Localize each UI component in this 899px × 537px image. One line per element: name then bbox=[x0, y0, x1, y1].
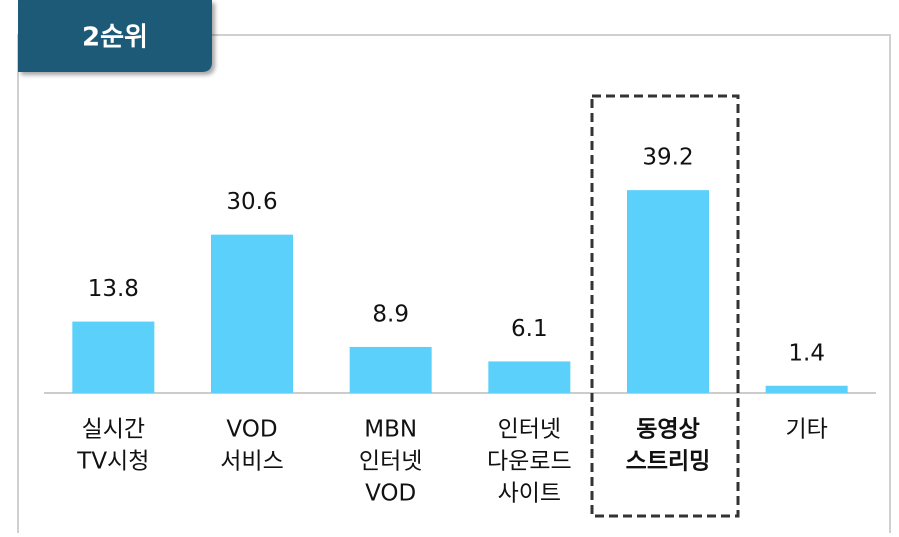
value-label: 6.1 bbox=[511, 316, 548, 342]
bar bbox=[211, 234, 293, 393]
x-tick-label: 동영상 bbox=[636, 417, 699, 443]
bar bbox=[627, 190, 709, 393]
value-label: 1.4 bbox=[788, 340, 825, 366]
x-tick-label: 사이트 bbox=[498, 481, 561, 507]
highlight-box bbox=[590, 94, 740, 518]
bar bbox=[349, 346, 432, 393]
value-label: 30.6 bbox=[226, 189, 277, 215]
x-tick-label: 서비스 bbox=[220, 449, 283, 475]
panel-border bbox=[17, 34, 891, 533]
value-label: 39.2 bbox=[642, 145, 693, 171]
x-tick-label: TV시청 bbox=[76, 449, 149, 475]
x-tick-label: 스트리밍 bbox=[626, 449, 711, 475]
tab bbox=[18, 0, 212, 72]
x-tick-label: VOD bbox=[365, 481, 416, 507]
bar bbox=[488, 361, 571, 393]
bar bbox=[765, 385, 848, 393]
tab-label: 2순위 bbox=[82, 23, 148, 53]
x-tick-label: 실시간 bbox=[82, 417, 145, 443]
value-label: 13.8 bbox=[88, 276, 139, 302]
x-tick-label: 인터넷 bbox=[498, 417, 561, 443]
bar bbox=[72, 321, 155, 393]
x-tick-label: 기타 bbox=[786, 417, 828, 443]
value-label: 8.9 bbox=[372, 301, 409, 327]
x-tick-label: VOD bbox=[226, 417, 277, 443]
x-tick-label: 다운로드 bbox=[487, 449, 572, 475]
x-tick-label: MBN bbox=[364, 417, 417, 443]
x-tick-label: 인터넷 bbox=[359, 449, 422, 475]
